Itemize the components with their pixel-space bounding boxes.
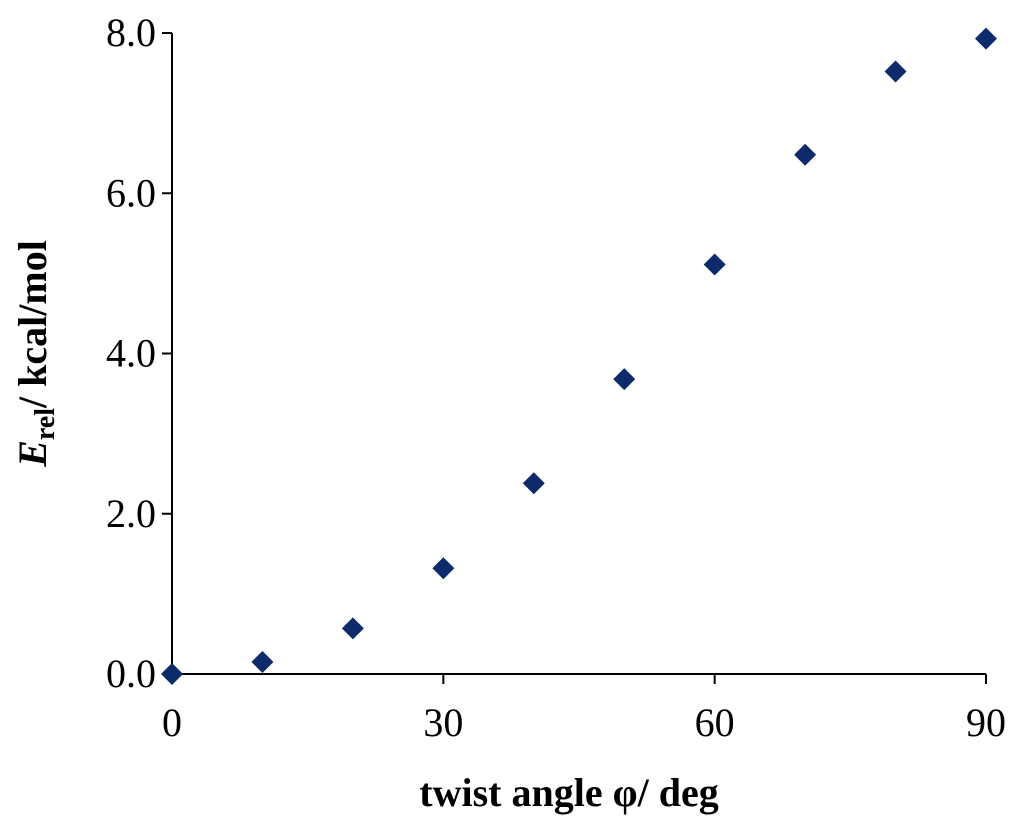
y-axis-title-unit: / kcal/mol xyxy=(10,240,55,409)
y-axis-title-symbol: E xyxy=(10,440,55,468)
axes xyxy=(171,33,986,675)
y-tick-label: 0.0 xyxy=(106,651,156,696)
y-tick-label: 6.0 xyxy=(106,170,156,215)
y-axis-title-subscript: rel xyxy=(30,408,61,440)
x-tick-label: 90 xyxy=(966,700,1006,745)
x-tick-label: 30 xyxy=(423,700,463,745)
y-tick-label: 2.0 xyxy=(106,491,156,536)
y-tick-label: 4.0 xyxy=(106,331,156,376)
data-point xyxy=(432,557,455,580)
x-tick-label: 0 xyxy=(162,700,182,745)
data-point xyxy=(975,27,997,50)
data-point xyxy=(794,143,817,166)
y-tick-label: 8.0 xyxy=(106,10,156,55)
y-ticks: 0.0 2.0 4.0 6.0 8.0 xyxy=(106,10,172,696)
x-tick-label: 60 xyxy=(695,700,735,745)
y-axis-title: Erel/ kcal/mol xyxy=(10,240,61,468)
data-point xyxy=(703,253,726,276)
data-point xyxy=(884,60,907,83)
data-point xyxy=(341,617,364,640)
data-point xyxy=(522,472,545,495)
data-point xyxy=(613,368,636,391)
data-point xyxy=(161,663,183,685)
data-points xyxy=(161,27,997,685)
x-ticks: 0 30 60 90 xyxy=(162,674,1006,745)
x-axis-title: twist angle φ/ deg xyxy=(419,770,718,815)
data-point xyxy=(251,650,274,673)
